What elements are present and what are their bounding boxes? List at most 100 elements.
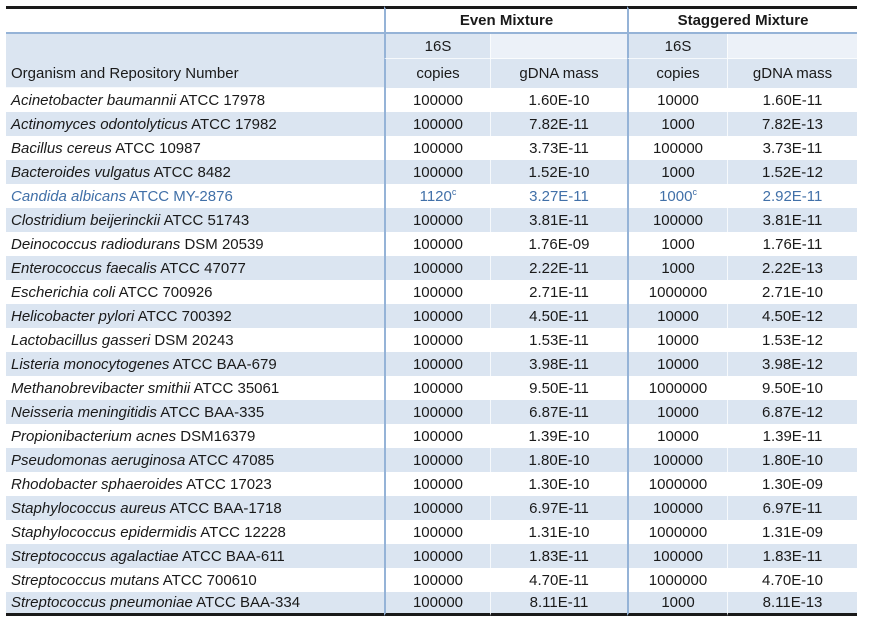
table-row: Clostridium beijerinckii ATCC 51743 1000… [6,208,857,232]
organism-cell: Escherichia coli ATCC 700926 [6,280,384,304]
even-16s-copies-value: 100000 [412,451,464,469]
staggered-16s-copies-cell: 100000 [627,496,727,520]
even-16s-copies-value: 100000 [412,475,464,493]
staggered-gdna-mass-cell: 2.92E-11 [727,184,857,208]
organism-name: Bacteroides vulgatus [11,163,151,181]
subheader-row-2: copies gDNA mass copies gDNA mass [6,59,857,88]
organism-cell: Lactobacillus gasseri DSM 20243 [6,328,384,352]
organism-name: Enterococcus faecalis [11,259,157,277]
organism-cell: Streptococcus agalactiae ATCC BAA-611 [6,544,384,568]
staggered-16s-copies-value: 1000 [661,259,695,277]
repository-number: ATCC 8482 [153,163,231,181]
staggered-16s-copies-value: 1000 [661,115,695,133]
organism-cell: Pseudomonas aeruginosa ATCC 47085 [6,448,384,472]
even-16s-copies-value: 100000 [412,259,464,277]
organism-cell: Propionibacterium acnes DSM16379 [6,424,384,448]
even-gdna-mass-cell: 1.39E-10 [490,424,627,448]
table-row: Candida albicans ATCC MY-2876 1120c 3.27… [6,184,857,208]
staggered-16s-copies-cell: 10000 [627,424,727,448]
staggered-gdna-mass-cell: 1.53E-12 [727,328,857,352]
even-16s-copies-header: copies [384,59,490,88]
even-16s-copies-cell: 100000 [384,400,490,424]
staggered-16s-copies-value: 100000 [652,499,704,517]
even-16s-copies-cell: 100000 [384,328,490,352]
staggered-16s-copies-cell: 10000 [627,328,727,352]
repository-number: ATCC 12228 [200,523,286,541]
staggered-16s-copies-value: 100000 [652,451,704,469]
table-row: Pseudomonas aeruginosa ATCC 47085 100000… [6,448,857,472]
even-16s-copies-value: 100000 [412,163,464,181]
even-16s-copies-value: 100000 [412,594,464,611]
staggered-16s-copies-value: 1000000 [648,475,708,493]
even-gdna-mass-cell: 4.70E-11 [490,568,627,592]
even-16s-copies-value: 100000 [412,403,464,421]
table-row: Streptococcus agalactiae ATCC BAA-611 10… [6,544,857,568]
empty-corner-cell [6,6,384,34]
even-gdna-mass-cell: 3.98E-11 [490,352,627,376]
staggered-16s-copies-cell: 100000 [627,448,727,472]
even-gdna-mass-cell: 4.50E-11 [490,304,627,328]
repository-number: ATCC BAA-1718 [169,499,282,517]
even-gdna-mass-header: gDNA mass [490,59,627,88]
repository-number: ATCC 47077 [160,259,246,277]
staggered-gdna-mass-cell: 1.52E-12 [727,160,857,184]
repository-number: ATCC MY-2876 [129,187,233,205]
document-page: Even Mixture Staggered Mixture Organism … [6,6,857,616]
table-row: Helicobacter pylori ATCC 700392 100000 4… [6,304,857,328]
table-row: Acinetobacter baumannii ATCC 17978 10000… [6,88,857,112]
even-16s-copies-value: 100000 [412,307,464,325]
even-16s-copies-cell: 100000 [384,520,490,544]
table-row: Listeria monocytogenes ATCC BAA-679 1000… [6,352,857,376]
organism-name: Clostridium beijerinckii [11,211,161,229]
staggered-16s-copies-cell: 100000 [627,136,727,160]
organism-cell: Clostridium beijerinckii ATCC 51743 [6,208,384,232]
staggered-16s-copies-value: 10000 [657,355,699,373]
mock-community-table: Even Mixture Staggered Mixture Organism … [6,6,857,616]
repository-number: ATCC BAA-335 [160,403,265,421]
staggered-16s-copies-value: 1000 [659,187,693,205]
subheader-row-1: Organism and Repository Number 16S 16S [6,34,857,88]
even-16s-copies-value: 100000 [412,571,464,589]
staggered-16s-copies-cell: 1000 [627,256,727,280]
staggered-16s-copies-cell: 1000000 [627,472,727,496]
organism-cell: Streptococcus pneumoniae ATCC BAA-334 [6,592,384,616]
organism-name: Acinetobacter baumannii [11,91,177,109]
organism-cell: Neisseria meningitidis ATCC BAA-335 [6,400,384,424]
staggered-16s-copies-value: 1000 [661,235,695,253]
even-16s-copies-cell: 100000 [384,88,490,112]
repository-number: ATCC 35061 [193,379,280,397]
even-gdna-mass-cell: 1.31E-10 [490,520,627,544]
even-16s-copies-cell: 100000 [384,136,490,160]
group-header-row: Even Mixture Staggered Mixture [6,6,857,34]
repository-number: DSM 20243 [154,331,234,349]
even-16s-copies-cell: 100000 [384,592,490,616]
organism-name: Helicobacter pylori [11,307,135,325]
even-gdna-mass-cell: 1.52E-10 [490,160,627,184]
even-gdna-mass-cell: 2.22E-11 [490,256,627,280]
even-16s-copies-cell: 100000 [384,448,490,472]
staggered-16s-copies-value: 10000 [657,331,699,349]
organism-cell: Streptococcus mutans ATCC 700610 [6,568,384,592]
organism-cell: Enterococcus faecalis ATCC 47077 [6,256,384,280]
organism-name: Streptococcus agalactiae [11,547,179,565]
staggered-gdna-mass-cell: 1.60E-11 [727,88,857,112]
even-16s-copies-cell: 100000 [384,496,490,520]
even-16s-copies-value: 100000 [412,547,464,565]
repository-number: ATCC BAA-679 [172,355,277,373]
staggered-16s-copies-value: 100000 [652,211,704,229]
repository-number: ATCC BAA-334 [196,594,301,611]
even-gdna-mass-cell: 1.53E-11 [490,328,627,352]
table-row: Deinococcus radiodurans DSM 20539 100000… [6,232,857,256]
table-body: Acinetobacter baumannii ATCC 17978 10000… [6,88,857,616]
staggered-16s-copies-value: 1000 [661,594,695,611]
table-row: Staphylococcus aureus ATCC BAA-1718 1000… [6,496,857,520]
staggered-mixture-header: Staggered Mixture [627,6,857,34]
staggered-gdna-mass-cell: 4.50E-12 [727,304,857,328]
organism-cell: Acinetobacter baumannii ATCC 17978 [6,88,384,112]
organism-name: Rhodobacter sphaeroides [11,475,183,493]
even-gdna-mass-cell: 2.71E-11 [490,280,627,304]
table-row: Rhodobacter sphaeroides ATCC 17023 10000… [6,472,857,496]
staggered-16s-copies-cell: 1000c [627,184,727,208]
staggered-16s-header-line1: 16S [627,34,727,59]
staggered-gdna-mass-cell: 1.76E-11 [727,232,857,256]
